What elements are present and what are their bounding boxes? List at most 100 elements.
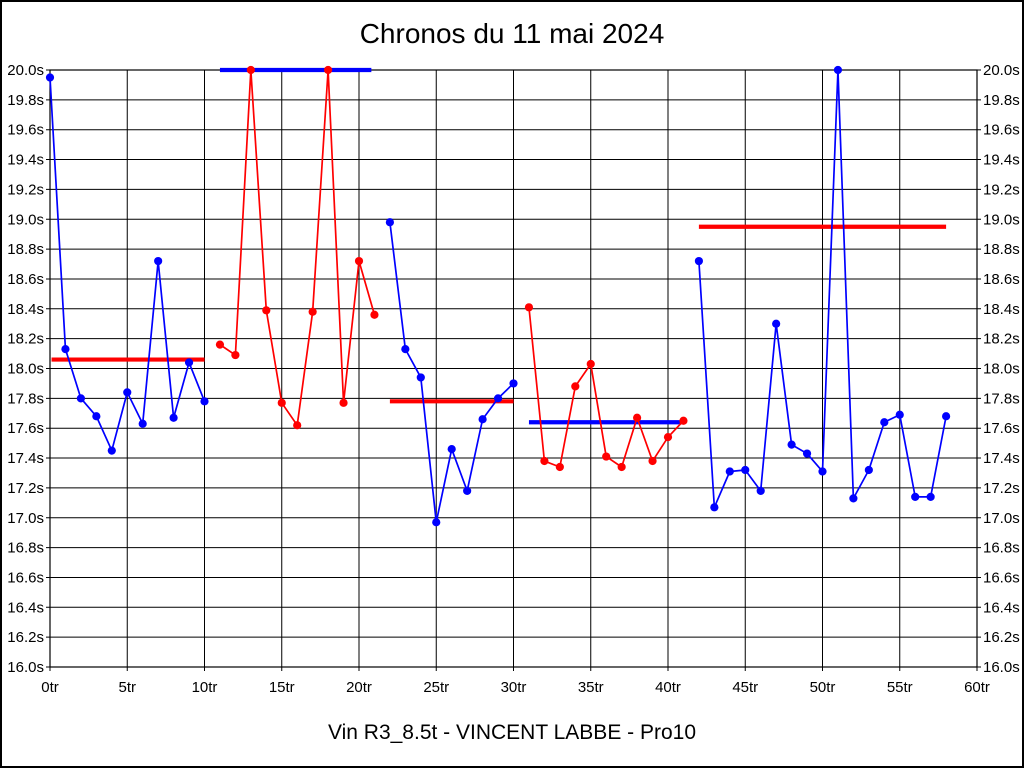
data-point — [586, 359, 595, 369]
x-tick-label: 50tr — [810, 679, 836, 696]
data-point — [76, 394, 85, 403]
x-tick-label: 30tr — [501, 679, 527, 696]
data-point — [648, 456, 657, 466]
y-tick-label-left: 17.4s — [7, 450, 44, 467]
data-point — [184, 358, 194, 367]
data-point — [787, 440, 796, 449]
x-tick-label: 60tr — [964, 679, 990, 696]
y-tick-label-right: 19.0s — [983, 211, 1020, 228]
data-point — [524, 303, 534, 312]
y-tick-label-left: 19.2s — [7, 181, 44, 198]
data-point — [540, 456, 549, 466]
y-tick-label-left: 18.8s — [7, 241, 44, 258]
y-tick-label-right: 16.4s — [983, 599, 1020, 616]
data-point — [215, 340, 225, 349]
x-tick-label: 0tr — [41, 679, 59, 696]
y-tick-label-right: 17.4s — [983, 450, 1020, 467]
y-tick-label-left: 20.0s — [7, 62, 44, 79]
data-point — [617, 462, 626, 472]
y-tick-label-left: 16.8s — [7, 540, 44, 557]
data-point — [849, 494, 858, 503]
data-point — [911, 492, 920, 501]
chart-title: Chronos du 11 mai 2024 — [359, 18, 665, 49]
y-tick-label-right: 18.0s — [983, 361, 1020, 378]
data-point — [818, 467, 827, 476]
y-tick-label-left: 19.8s — [7, 92, 44, 109]
data-point — [92, 412, 101, 421]
data-point — [463, 486, 472, 495]
data-point — [277, 398, 286, 407]
y-tick-label-left: 17.6s — [7, 420, 44, 437]
y-tick-label-right: 16.6s — [983, 569, 1020, 586]
data-point — [741, 465, 750, 475]
y-tick-label-left: 16.4s — [7, 599, 44, 616]
data-point — [864, 465, 873, 475]
data-point — [231, 350, 240, 360]
data-point — [200, 397, 209, 406]
data-point — [45, 73, 55, 82]
data-point — [416, 373, 425, 382]
y-tick-label-left: 19.6s — [7, 122, 44, 139]
data-point — [154, 256, 163, 266]
y-tick-label-right: 16.0s — [983, 659, 1020, 676]
x-tick-label: 15tr — [269, 679, 295, 696]
data-point — [493, 394, 503, 403]
data-point — [694, 256, 704, 266]
data-point — [123, 388, 132, 397]
data-point — [880, 418, 889, 427]
data-point — [138, 419, 147, 428]
y-tick-label-left: 16.2s — [7, 629, 44, 646]
series-line — [528, 307, 685, 468]
y-tick-label-left: 18.6s — [7, 271, 44, 288]
data-point — [293, 421, 302, 430]
data-point — [725, 467, 734, 476]
data-point — [942, 412, 951, 421]
data-point — [926, 492, 935, 501]
data-point — [385, 218, 394, 227]
y-tick-label-left: 17.0s — [7, 510, 44, 527]
x-tick-label: 20tr — [346, 679, 372, 696]
data-point — [772, 319, 781, 328]
y-tick-label-right: 17.6s — [983, 420, 1020, 437]
y-tick-label-right: 18.6s — [983, 271, 1020, 288]
y-tick-label-left: 16.6s — [7, 569, 44, 586]
data-point — [895, 410, 904, 419]
x-tick-label: 35tr — [578, 679, 604, 696]
chart-subtitle: Vin R3_8.5t - VINCENT LABBE - Pro10 — [327, 721, 697, 744]
data-point — [447, 444, 456, 454]
x-tick-label: 40tr — [655, 679, 681, 696]
y-tick-label-right: 17.8s — [983, 390, 1020, 407]
data-point — [308, 307, 317, 316]
data-point — [679, 416, 688, 425]
data-point — [833, 65, 843, 75]
y-tick-label-right: 18.2s — [983, 331, 1020, 348]
data-point — [663, 433, 673, 442]
series-line — [389, 222, 515, 524]
data-point — [354, 256, 364, 266]
y-tick-label-right: 16.2s — [983, 629, 1020, 646]
data-point — [802, 449, 812, 458]
y-tick-label-right: 19.2s — [983, 181, 1020, 198]
y-tick-label-left: 18.4s — [7, 301, 44, 318]
data-point — [633, 413, 642, 422]
data-point — [710, 503, 719, 512]
plot-border — [49, 69, 978, 668]
y-tick-label-left: 17.8s — [7, 390, 44, 407]
data-point — [756, 486, 765, 495]
y-tick-label-right: 19.8s — [983, 92, 1020, 109]
y-tick-label-right: 19.4s — [983, 152, 1020, 169]
data-point — [339, 398, 348, 407]
data-point — [571, 382, 580, 391]
y-tick-label-right: 19.6s — [983, 122, 1020, 139]
data-point — [401, 344, 410, 354]
data-point — [107, 446, 116, 455]
y-tick-label-right: 16.8s — [983, 540, 1020, 557]
series-line — [219, 69, 376, 427]
data-point — [324, 65, 333, 75]
y-tick-label-left: 19.0s — [7, 211, 44, 228]
y-tick-label-left: 18.0s — [7, 361, 44, 378]
y-tick-label-right: 18.4s — [983, 301, 1020, 318]
x-tick-label: 45tr — [732, 679, 758, 696]
